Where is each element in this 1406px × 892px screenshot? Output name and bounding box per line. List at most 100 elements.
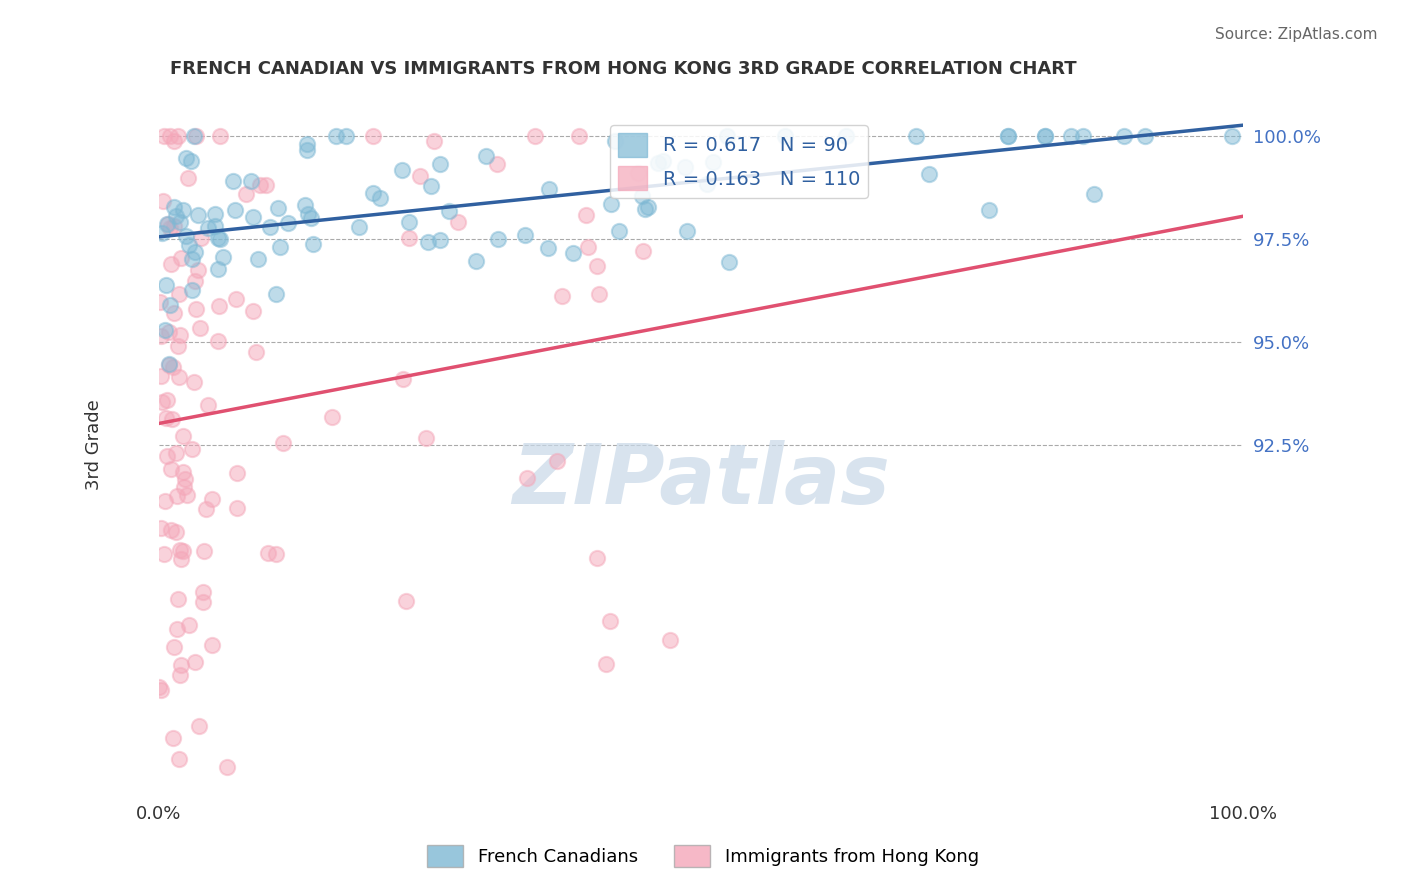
Point	[179, 238, 201, 252]
Point	[180, 442, 202, 456]
Point	[423, 134, 446, 148]
Point	[165, 446, 187, 460]
Point	[215, 760, 238, 774]
Point	[177, 171, 200, 186]
Point	[264, 286, 287, 301]
Point	[163, 200, 186, 214]
Point	[169, 327, 191, 342]
Point	[166, 489, 188, 503]
Text: Source: ZipAtlas.com: Source: ZipAtlas.com	[1215, 27, 1378, 42]
Point	[269, 239, 291, 253]
Point	[184, 655, 207, 669]
Point	[191, 585, 214, 599]
Point	[169, 215, 191, 229]
Point	[204, 219, 226, 233]
Point	[429, 233, 451, 247]
Point	[150, 369, 173, 384]
Point	[207, 334, 229, 349]
Point	[603, 134, 626, 148]
Point	[208, 232, 231, 246]
Point	[184, 301, 207, 316]
Point	[224, 203, 246, 218]
Point	[537, 241, 560, 255]
Point	[516, 471, 538, 485]
Point	[190, 230, 212, 244]
Point	[997, 128, 1019, 143]
Point	[576, 240, 599, 254]
Point	[299, 211, 322, 225]
Point	[276, 216, 298, 230]
Point	[586, 259, 609, 273]
Point	[538, 182, 561, 196]
Point	[702, 155, 724, 169]
Point	[165, 209, 187, 223]
Point	[160, 462, 183, 476]
Point	[167, 752, 190, 766]
Point	[188, 718, 211, 732]
Point	[152, 194, 174, 208]
Point	[152, 547, 174, 561]
Point	[363, 128, 385, 143]
Legend: French Canadians, Immigrants from Hong Kong: French Canadians, Immigrants from Hong K…	[420, 838, 986, 874]
Point	[184, 274, 207, 288]
Point	[155, 494, 177, 508]
Point	[835, 128, 858, 143]
Y-axis label: 3rd Grade: 3rd Grade	[86, 400, 103, 491]
Point	[156, 217, 179, 231]
Point	[301, 236, 323, 251]
Point	[207, 231, 229, 245]
Point	[391, 163, 413, 178]
Point	[163, 219, 186, 233]
Point	[1071, 128, 1094, 143]
Point	[160, 524, 183, 538]
Point	[486, 232, 509, 246]
Point	[150, 395, 173, 409]
Point	[156, 392, 179, 407]
Point	[166, 623, 188, 637]
Point	[183, 375, 205, 389]
Point	[391, 372, 413, 386]
Point	[152, 128, 174, 143]
Text: ZIPatlas: ZIPatlas	[512, 440, 890, 521]
Point	[1033, 128, 1056, 143]
Point	[257, 546, 280, 560]
Point	[169, 542, 191, 557]
Point	[242, 303, 264, 318]
Point	[170, 658, 193, 673]
Point	[297, 207, 319, 221]
Point	[180, 154, 202, 169]
Point	[167, 287, 190, 301]
Point	[235, 187, 257, 202]
Point	[155, 410, 177, 425]
Point	[187, 208, 209, 222]
Point	[212, 250, 235, 264]
Point	[180, 252, 202, 266]
Point	[1220, 128, 1243, 143]
Point	[170, 251, 193, 265]
Point	[325, 128, 347, 143]
Point	[1114, 128, 1136, 143]
Point	[696, 178, 718, 192]
Point	[226, 467, 249, 481]
Point	[162, 360, 184, 375]
Point	[415, 431, 437, 445]
Point	[148, 680, 170, 694]
Point	[191, 595, 214, 609]
Point	[222, 174, 245, 188]
Point	[183, 128, 205, 143]
Point	[1035, 128, 1057, 143]
Point	[172, 202, 194, 217]
Point	[551, 289, 574, 303]
Point	[201, 491, 224, 506]
Point	[242, 210, 264, 224]
Point	[166, 128, 188, 143]
Point	[150, 226, 173, 240]
Point	[159, 221, 181, 235]
Point	[186, 128, 208, 143]
Point	[347, 219, 370, 234]
Point	[568, 128, 591, 143]
Point	[184, 245, 207, 260]
Point	[997, 128, 1019, 143]
Point	[208, 299, 231, 313]
Point	[181, 283, 204, 297]
